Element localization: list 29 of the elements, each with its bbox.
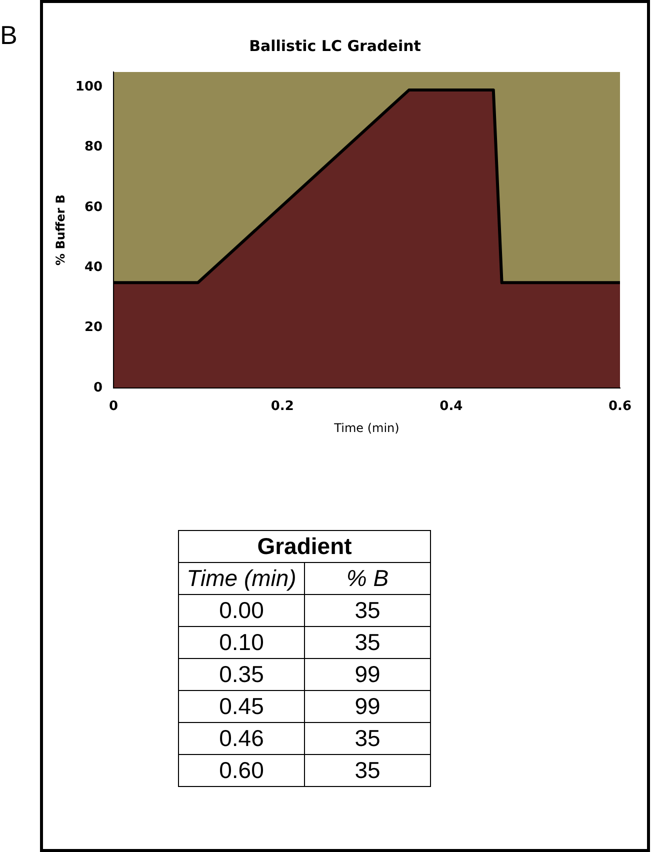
category-label: 0.60 (178, 754, 304, 786)
category-label: 0.10 (178, 626, 304, 658)
x-tick-label: 0.6 (608, 399, 632, 414)
text: Gradient (178, 530, 430, 562)
y-axis-title: % Buffer B (53, 194, 68, 266)
x-tick-label: 0 (109, 399, 118, 414)
y-tick-label: 80 (84, 140, 103, 155)
data-label: 35 (304, 754, 430, 786)
category-label: 0.35 (178, 658, 304, 690)
x-axis-title: Time (min) (333, 420, 400, 435)
data-label: 35 (304, 594, 430, 626)
y-tick-label: 0 (93, 380, 103, 396)
x-tick-label: 0.4 (440, 399, 463, 414)
text: % B (304, 562, 430, 594)
chart-title: Ballistic LC Gradeint (249, 36, 421, 55)
category-label: 0.45 (178, 690, 304, 722)
category-label: 0.00 (178, 594, 304, 626)
y-tick-label: 40 (84, 260, 103, 275)
data-label: 35 (304, 722, 430, 754)
y-tick-label: 100 (75, 79, 103, 94)
y-tick-label: 60 (84, 200, 103, 215)
data-label: 35 (304, 626, 430, 658)
text: B (0, 20, 18, 51)
category-label: 0.46 (178, 722, 304, 754)
data-label: 99 (304, 690, 430, 722)
text: Time (min) (178, 562, 304, 594)
y-tick-label: 20 (84, 320, 103, 336)
x-tick-label: 0.2 (270, 399, 294, 414)
data-label: 99 (304, 658, 430, 690)
